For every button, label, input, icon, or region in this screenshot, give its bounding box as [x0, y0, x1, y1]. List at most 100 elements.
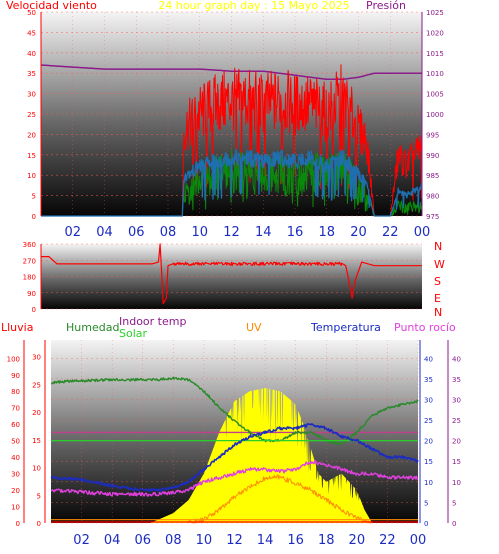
wind-direction-line: [41, 243, 422, 305]
wind-speed-tick: 35: [27, 70, 36, 78]
temperature-tick: 40: [424, 355, 433, 363]
dew-point-tick: 30: [452, 396, 461, 404]
wind-x-tick: 02: [64, 225, 81, 240]
lluvia-tick: 20: [11, 487, 20, 495]
dew-point-tick: 0: [452, 520, 456, 528]
wind-x-tick: 00: [414, 225, 431, 240]
thermo-x-tick: 18: [318, 533, 335, 548]
direction-tick: 90: [27, 290, 36, 298]
pressure-tick: 1015: [426, 50, 444, 58]
compass-letter: S: [434, 275, 441, 288]
direction-tick: 270: [23, 257, 36, 265]
temperature-tick: 10: [424, 479, 433, 487]
temperature-line: [50, 422, 419, 493]
wind-x-tick: 10: [191, 225, 208, 240]
wind-x-tick: 12: [223, 225, 240, 240]
compass-letter: N: [434, 240, 442, 253]
humedad-tick: 30: [32, 354, 41, 362]
thermo-x-tick: 10: [196, 533, 213, 548]
wind-direction-plot: [41, 243, 422, 305]
temperature-tick: 0: [424, 520, 428, 528]
humidity-line: [50, 376, 419, 445]
dew-point-tick: 35: [452, 376, 461, 384]
lluvia-tick: 70: [11, 405, 20, 413]
temperature-tick: 25: [424, 417, 433, 425]
wind-speed-tick: 20: [27, 131, 36, 139]
dew-point-tick: 40: [452, 355, 461, 363]
wind-x-tick: 22: [382, 225, 399, 240]
solar-area: [150, 388, 418, 523]
axis-labels: 0510152025303540455097598098599099510001…: [7, 9, 461, 548]
direction-tick: 180: [23, 274, 36, 282]
pressure-tick: 1010: [426, 70, 444, 78]
wind-speed-tick: 40: [27, 50, 36, 58]
indoor-temp-label: Indoor temp: [119, 315, 186, 328]
temperatura-label: Temperatura: [310, 321, 381, 334]
wind-pressure-plot: [40, 64, 423, 217]
wind-x-tick: 20: [350, 225, 367, 240]
pressure-tick: 1025: [426, 9, 444, 17]
wind-speed-tick: 50: [27, 9, 36, 17]
lluvia-tick: 80: [11, 388, 20, 396]
thermo-x-tick: 08: [165, 533, 182, 548]
humedad-tick: 0: [37, 520, 41, 528]
lluvia-tick: 10: [11, 504, 20, 512]
humedad-tick: 5: [37, 492, 41, 500]
compass-letter: E: [434, 292, 441, 305]
pressure-tick: 1020: [426, 29, 444, 37]
thermo-x-tick: 02: [73, 533, 90, 548]
pressure-tick: 1000: [426, 111, 444, 119]
solar-label: Solar: [119, 327, 148, 340]
wind-speed-tick: 5: [32, 193, 36, 201]
wind-speed-tick: 25: [27, 111, 36, 119]
wind-average-line: [40, 148, 423, 217]
humedad-tick: 20: [32, 409, 41, 417]
compass-letter: N: [434, 306, 442, 319]
wind-x-tick: 08: [160, 225, 177, 240]
pressure-title: Presión: [366, 0, 406, 12]
pressure-line: [40, 64, 422, 81]
wind-x-tick: 18: [318, 225, 335, 240]
pressure-tick: 980: [426, 193, 439, 201]
thermo-x-tick: 22: [379, 533, 396, 548]
wind-speed-tick: 0: [32, 213, 36, 221]
humedad-tick: 10: [32, 465, 41, 473]
humedad-tick: 15: [32, 437, 41, 445]
pressure-tick: 975: [426, 213, 439, 221]
uv-label: UV: [246, 321, 262, 334]
dew-point-line: [50, 459, 419, 497]
dew-point-tick: 15: [452, 458, 461, 466]
wind-x-tick: 06: [128, 225, 145, 240]
pressure-tick: 985: [426, 172, 439, 180]
thermo-x-tick: 14: [257, 533, 274, 548]
wind-speed-tick: 10: [27, 172, 36, 180]
lluvia-label: Lluvia: [1, 321, 33, 334]
lluvia-tick: 60: [11, 421, 20, 429]
wind-x-tick: 14: [255, 225, 272, 240]
thermo-x-tick: 20: [349, 533, 366, 548]
temperature-tick: 15: [424, 458, 433, 466]
compass-letter: W: [434, 258, 445, 271]
thermo-x-tick: 00: [410, 533, 427, 548]
pressure-tick: 995: [426, 131, 439, 139]
temperature-tick: 5: [424, 499, 428, 507]
dew-point-tick: 20: [452, 438, 461, 446]
humedad-tick: 25: [32, 381, 41, 389]
wind-x-tick: 16: [287, 225, 304, 240]
wind-x-tick: 04: [96, 225, 113, 240]
thermo-x-tick: 06: [134, 533, 151, 548]
pressure-tick: 1005: [426, 91, 444, 99]
lluvia-tick: 50: [11, 438, 20, 446]
wind-speed-tick: 45: [27, 29, 36, 37]
humedad-label: Humedad: [66, 321, 119, 334]
direction-tick: 360: [23, 241, 36, 249]
direction-tick: 0: [32, 306, 36, 314]
thermo-x-tick: 04: [104, 533, 121, 548]
lluvia-tick: 30: [11, 471, 20, 479]
punto-rocio-label: Punto rocío: [394, 321, 456, 334]
lluvia-tick: 90: [11, 372, 20, 380]
uv-index-line: [188, 474, 373, 524]
wind-speed-tick: 15: [27, 152, 36, 160]
